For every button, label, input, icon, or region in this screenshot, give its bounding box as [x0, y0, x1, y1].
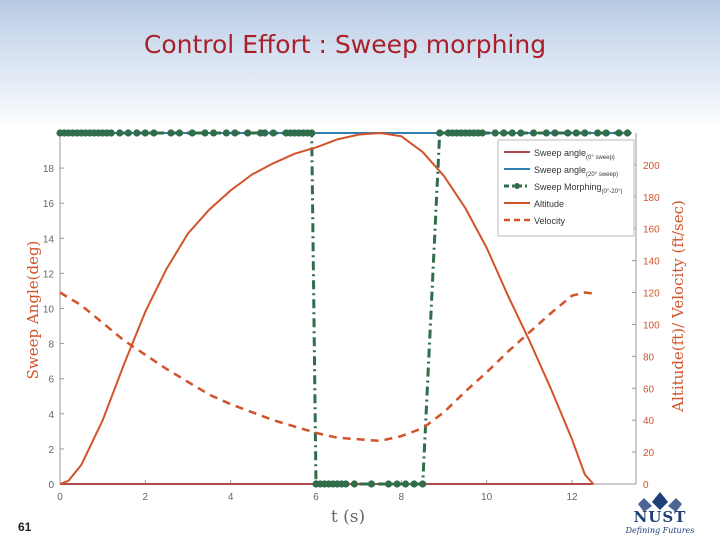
sweep-morphing-marker — [167, 129, 175, 137]
sweep-morphing-marker — [508, 129, 516, 137]
sweep-morphing-marker — [436, 129, 444, 137]
y-tick-label-left: 16 — [43, 199, 55, 210]
y-tick-label-right: 60 — [643, 384, 655, 395]
y-tick-label-right: 200 — [643, 161, 660, 172]
sweep-morphing-marker — [231, 129, 239, 137]
y-tick-label-left: 2 — [48, 445, 54, 456]
y-axis-label-left: Sweep Angle(deg) — [24, 241, 42, 380]
nust-logo-emblem — [638, 492, 682, 512]
x-tick-label: 12 — [566, 492, 578, 503]
sweep-morphing-marker — [478, 129, 486, 137]
sweep-morphing-marker — [402, 480, 410, 488]
sweep-morphing-marker — [500, 129, 508, 137]
logo-text: NUST — [633, 508, 687, 526]
sweep-morphing-marker — [623, 129, 632, 137]
sweep-morphing-marker — [350, 480, 358, 488]
y-tick-label-left: 10 — [43, 305, 55, 316]
y-tick-label-right: 100 — [643, 320, 660, 331]
sweep-morphing-marker — [491, 129, 499, 137]
y-tick-label-right: 40 — [643, 416, 655, 427]
series-line-velocity — [59, 291, 598, 443]
sweep-morphing-marker — [210, 129, 218, 137]
sweep-morphing-marker — [116, 129, 124, 137]
y-tick-label-left: 12 — [43, 269, 55, 280]
legend-label: Velocity — [534, 216, 566, 226]
sweep-morphing-marker — [222, 129, 230, 137]
sweep-morphing-marker — [342, 480, 350, 488]
legend-label-subscript: (20° sweep) — [586, 172, 618, 178]
sweep-morphing-marker — [261, 129, 269, 137]
sweep-morphing-marker — [308, 129, 316, 137]
sweep-morphing-marker — [124, 129, 132, 137]
slide-title: Control Effort : Sweep morphing — [143, 30, 547, 59]
series-line-altitude — [59, 132, 595, 485]
sweep-morphing-marker — [581, 129, 589, 137]
legend: Sweep angle(0° sweep)Sweep angle(20° swe… — [497, 139, 635, 237]
y-tick-label-right: 20 — [643, 448, 655, 459]
slide-header-band — [0, 0, 720, 130]
sweep-morphing-marker — [572, 129, 580, 137]
legend-label: Altitude — [534, 199, 564, 209]
sweep-morphing-marker — [602, 129, 610, 137]
y-tick-label-left: 4 — [48, 410, 54, 421]
x-tick-label: 4 — [228, 492, 234, 503]
sweep-morphing-marker — [384, 480, 393, 488]
sweep-morphing-marker — [141, 129, 149, 137]
sweep-morphing-marker — [175, 129, 184, 137]
sweep-morphing-marker — [530, 129, 538, 137]
legend-label: Sweep Morphing(0°-20°) — [534, 182, 622, 195]
sweep-morphing-marker — [107, 129, 115, 137]
y-axis-label-right: Altitude(ft)/ Velocity (ft/sec) — [669, 200, 687, 413]
sweep-morphing-marker — [564, 129, 572, 137]
y-tick-label-right: 80 — [643, 352, 655, 363]
page-number: 61 — [18, 520, 32, 534]
x-tick-label: 8 — [399, 492, 405, 503]
sweep-morphing-marker — [551, 129, 559, 137]
sweep-morphing-marker — [542, 129, 551, 137]
x-axis-label: t (s) — [331, 507, 365, 527]
x-tick-label: 2 — [143, 492, 149, 503]
legend-marker — [514, 183, 520, 189]
y-tick-label-left: 6 — [48, 375, 54, 386]
y-tick-label-right: 140 — [643, 257, 660, 268]
sweep-morphing-markers — [56, 129, 632, 488]
sweep-morphing-marker — [517, 129, 525, 137]
sweep-morphing-marker — [410, 480, 418, 488]
axis-ticks: 0 2 4 6 8 10 120246810121416180204060801001201… — [43, 161, 660, 503]
legend-label-subscript: (0°-20°) — [602, 189, 623, 195]
sweep-morphing-marker — [150, 129, 158, 137]
y-tick-label-right: 0 — [643, 480, 649, 491]
sweep-morphing-marker — [615, 129, 623, 137]
legend-box — [497, 139, 635, 237]
y-tick-label-left: 8 — [48, 340, 54, 351]
y-tick-label-right: 120 — [643, 289, 660, 300]
y-tick-label-left: 18 — [43, 164, 55, 175]
y-tick-label-left: 14 — [43, 234, 55, 245]
logo-tagline: Defining Futures — [625, 526, 695, 535]
sweep-morphing-marker — [419, 480, 427, 488]
sweep-morphing-marker — [188, 129, 196, 137]
x-tick-label: 10 — [481, 492, 493, 503]
y-tick-label-left: 0 — [48, 480, 54, 491]
sweep-morphing-marker — [367, 480, 376, 488]
sweep-morphing-marker — [393, 480, 401, 488]
y-tick-label-right: 160 — [643, 225, 660, 236]
x-tick-label: 6 — [313, 492, 319, 503]
sweep-morphing-marker — [269, 129, 277, 137]
sweep-morphing-marker — [594, 129, 602, 137]
sweep-morphing-marker — [201, 129, 209, 137]
sweep-morphing-marker — [133, 129, 141, 137]
x-tick-label: 0 — [57, 492, 63, 503]
sweep-morphing-marker — [244, 129, 252, 137]
legend-label-subscript: (0° sweep) — [586, 155, 615, 161]
y-tick-label-right: 180 — [643, 193, 660, 204]
